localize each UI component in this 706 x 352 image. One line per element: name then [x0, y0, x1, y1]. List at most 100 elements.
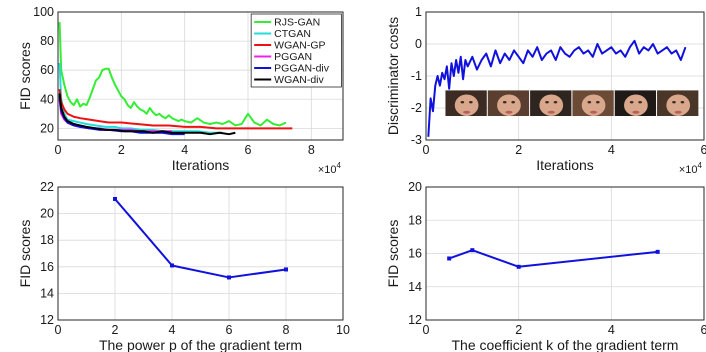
y-axis-label: FID scores: [17, 220, 33, 288]
series-line-main: [427, 39, 687, 137]
y-tick-label: 40: [40, 92, 54, 106]
legend: RJS-GANCTGANWGAN-GPPGGANPGGAN-divWGAN-di…: [250, 13, 342, 88]
face-eye: [638, 101, 642, 104]
series-line-wgan-gp: [58, 88, 293, 130]
discriminator-costs-panel: 0 2 4 6 -3 -2 -1 0 1 Iterations Discriminator cost…: [385, 5, 706, 176]
y-tick-label: 14: [40, 286, 54, 300]
data-point: [447, 256, 452, 261]
face-skin: [497, 94, 521, 116]
data-point: [470, 248, 475, 253]
legend-label: PGGAN: [274, 51, 312, 63]
face-image: [445, 90, 487, 116]
y-tick-label: 20: [408, 180, 422, 194]
y-tick-label: -2: [411, 101, 422, 115]
face-eye: [511, 101, 515, 104]
data-point: [655, 249, 660, 254]
face-eye: [469, 101, 473, 104]
data-point: [227, 275, 231, 280]
x-tick-label: 10: [336, 323, 350, 337]
face-image: [487, 90, 530, 116]
legend-label: WGAN-div: [274, 74, 324, 86]
face-eye: [460, 101, 465, 104]
y-tick-label: 18: [40, 233, 54, 247]
x-axis-label: The power p of the gradient term: [99, 337, 302, 352]
y-tick-label: 16: [40, 260, 54, 274]
face-eye: [596, 101, 600, 104]
axes-frame: [425, 11, 705, 141]
series-line-main: [448, 249, 658, 268]
axes-frame: [57, 186, 344, 321]
series-line-rjs-gan: [58, 22, 287, 127]
series-line-ctgan: [58, 62, 223, 134]
face-eye: [553, 101, 558, 104]
y-axis-label: Discriminator costs: [385, 17, 401, 135]
x-tick-label: 0: [423, 143, 430, 157]
x-tick-label: 0: [55, 323, 62, 337]
x-tick-label: 0: [423, 323, 430, 337]
x-multiplier: ×104: [679, 161, 703, 176]
x-axis-label: The coefficient k of the gradient term: [452, 337, 679, 352]
grid: [57, 186, 344, 321]
face-image: [614, 90, 657, 116]
y-tick-label: 14: [408, 280, 422, 294]
face-mouth: [505, 110, 513, 114]
x-tick-label: 6: [701, 323, 706, 337]
face-eye: [680, 101, 685, 104]
y-tick-label: 12: [40, 313, 54, 327]
data-point: [516, 264, 521, 269]
x-tick-label: 4: [608, 323, 615, 337]
x-tick-label: 4: [608, 143, 615, 157]
x-tick-label: 2: [515, 323, 522, 337]
x-tick-label: 2: [112, 323, 119, 337]
x-tick-label: 2: [118, 143, 125, 157]
face-mouth: [632, 110, 640, 114]
legend-box: [250, 13, 342, 88]
y-axis-label: FID scores: [385, 220, 401, 288]
face-skin: [539, 94, 564, 116]
series-line-main: [114, 198, 287, 279]
x-tick-label: 4: [181, 143, 188, 157]
legend-label: PGGAN-div: [274, 63, 330, 75]
x-axis-label: Iterations: [172, 157, 230, 173]
series-line-wgan-div: [58, 93, 236, 136]
face-image: [572, 90, 614, 116]
y-tick-label: 12: [408, 313, 422, 327]
grid: [425, 11, 705, 141]
face-skin: [581, 94, 606, 116]
face-skin: [666, 94, 691, 116]
y-tick-label: 60: [40, 63, 54, 77]
fid-vs-power-p-panel: 0 2 4 6 8 10 12 14 16 18 20 22 The power p of the gr…: [17, 180, 350, 352]
face-image: [657, 90, 699, 116]
x-tick-label: 2: [515, 143, 522, 157]
x-tick-label: 8: [308, 143, 315, 157]
legend-label: CTGAN: [274, 28, 311, 40]
face-eye: [502, 101, 507, 104]
x-tick-label: 6: [226, 323, 233, 337]
y-tick-label: 80: [40, 34, 54, 48]
y-tick-label: 20: [40, 207, 54, 221]
x-axis-label: Iterations: [536, 157, 594, 173]
x-tick-label: 6: [701, 143, 706, 157]
face-mouth: [674, 110, 682, 114]
face-image-strip: [445, 90, 699, 116]
face-eye: [672, 101, 676, 104]
face-eye: [629, 101, 634, 104]
legend-label: WGAN-GP: [274, 40, 325, 52]
face-skin: [624, 94, 648, 116]
data-point: [170, 263, 174, 268]
face-mouth: [463, 110, 471, 114]
x-tick-label: 8: [283, 323, 290, 337]
y-tick-label: 22: [40, 180, 54, 194]
axes-frame: [425, 186, 705, 321]
data-point: [284, 267, 288, 272]
x-multiplier: ×104: [318, 161, 342, 176]
fid-vs-iterations-panel: 0 2 4 6 8 20 40 60 80 100 Iterations FID scores ×104…: [17, 5, 344, 176]
y-tick-label: 100: [33, 5, 54, 19]
face-skin: [454, 94, 479, 116]
y-tick-label: -1: [411, 69, 422, 83]
y-axis-label: FID scores: [17, 42, 33, 110]
face-mouth: [547, 110, 555, 114]
face-image: [530, 90, 572, 116]
y-tick-label: 1: [415, 5, 422, 19]
x-tick-label: 0: [55, 143, 62, 157]
